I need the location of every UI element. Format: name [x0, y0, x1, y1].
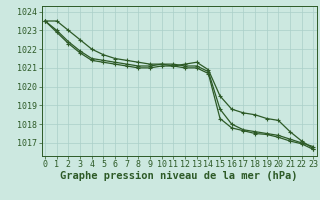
- X-axis label: Graphe pression niveau de la mer (hPa): Graphe pression niveau de la mer (hPa): [60, 171, 298, 181]
